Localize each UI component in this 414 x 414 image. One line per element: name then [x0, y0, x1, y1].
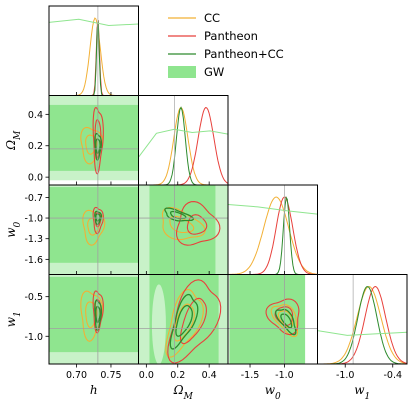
x-tick-label: 0.75 [100, 370, 121, 381]
x-tick-label: 0.2 [170, 370, 185, 381]
gw-band [149, 185, 216, 275]
marginal-line-gw [317, 330, 407, 336]
contour-pantheon [179, 297, 207, 345]
y-axis-label-w0: w0 [4, 221, 23, 237]
y-tick-label: -0.7 [24, 193, 43, 204]
y-tick-label: -0.5 [24, 292, 43, 303]
x-tick-label: -1.0 [336, 370, 355, 381]
marginal-line-gw [138, 128, 228, 158]
marginal-line-pantheon [228, 196, 318, 275]
y-tick-label: 0.4 [28, 110, 43, 121]
y-axis-label-w1: w1 [4, 311, 23, 327]
legend: CC Pantheon Pantheon+CC GW [168, 11, 284, 79]
contour-pantheon-plus-cc [95, 305, 101, 324]
contour-pantheon-plus-cc [164, 207, 194, 222]
y-tick-label: 0.0 [28, 173, 43, 184]
contour-pantheon-plus-cc [95, 213, 101, 222]
x-axis-label-Om: ΩM [173, 383, 194, 402]
x-tick-label: 0.4 [202, 370, 217, 381]
contour-pantheon [92, 290, 104, 334]
contour-pantheon-plus-cc [94, 299, 103, 332]
contour-pantheon-plus-cc [94, 210, 103, 226]
panel-h-h [49, 6, 139, 96]
y-tick-label: -1.0 [24, 332, 43, 343]
contour-pantheon-plus-cc [169, 293, 199, 350]
panel-w1-w1 [317, 274, 407, 364]
legend-label-cc: CC [204, 11, 220, 25]
contour-pantheon [92, 106, 104, 175]
panel-w1-h [49, 274, 139, 364]
marginal-line-pantheon [317, 285, 407, 364]
x-tick-label: -1.0 [275, 370, 294, 381]
contour-cc [173, 303, 195, 342]
marginal-line-pantheon-plus-cc [138, 106, 228, 185]
gw-lobe [151, 284, 166, 364]
contour-pantheon-plus-cc [94, 132, 103, 161]
legend-label-pantheon-plus-cc: Pantheon+CC [204, 47, 284, 61]
panel-Om-h [49, 95, 139, 185]
panel-w1-w0 [228, 274, 318, 364]
panel-w0-Om [138, 185, 228, 275]
y-tick-label: 0.2 [28, 141, 43, 152]
marginal-line-pantheon-plus-cc [49, 20, 139, 96]
panel-w1-Om [138, 274, 228, 364]
x-tick-label: -1.5 [241, 370, 260, 381]
x-tick-label: 0.70 [66, 370, 87, 381]
contour-pantheon-plus-cc [175, 304, 193, 337]
marginal-line-pantheon-plus-cc [317, 286, 407, 364]
x-axis-label-w0: w0 [265, 383, 281, 402]
marginal-line-pantheon [49, 19, 139, 96]
panel-Om-Om [138, 95, 228, 185]
legend-label-pantheon: Pantheon [204, 29, 258, 43]
contour-pantheon [265, 298, 300, 336]
contour-pantheon-plus-cc [95, 138, 101, 155]
contour-cc [165, 288, 204, 358]
legend-swatch-gw [168, 66, 196, 78]
contour-pantheon [92, 206, 104, 235]
contour-pantheon-plus-cc [169, 210, 187, 220]
panel-w0-w0 [228, 185, 318, 275]
marginal-line-cc [49, 17, 139, 96]
legend-label-gw: GW [204, 65, 224, 79]
panel-w0-h [49, 185, 139, 275]
y-tick-label: -1.6 [24, 255, 43, 266]
panel-frame [48, 5, 139, 96]
contour-cc [161, 206, 206, 241]
panel-frame [317, 274, 408, 365]
x-tick-label: 0.0 [139, 370, 154, 381]
contour-cc [80, 290, 104, 342]
y-tick-label: -1.3 [24, 234, 43, 245]
marginal-line-gw [49, 18, 139, 27]
contour-cc [277, 310, 293, 329]
contour-pantheon [274, 306, 294, 326]
contour-pantheon [175, 201, 221, 246]
marginal-line-pantheon [138, 107, 228, 185]
x-axis-label-h: h [90, 383, 98, 397]
y-axis-label-Om: ΩM [4, 130, 23, 151]
x-tick-label: -0.4 [383, 370, 402, 381]
x-axis-label-w1: w1 [354, 383, 370, 402]
panel-frame [227, 184, 318, 275]
y-tick-label: -1.0 [24, 214, 43, 225]
marginal-line-gw [228, 204, 318, 215]
